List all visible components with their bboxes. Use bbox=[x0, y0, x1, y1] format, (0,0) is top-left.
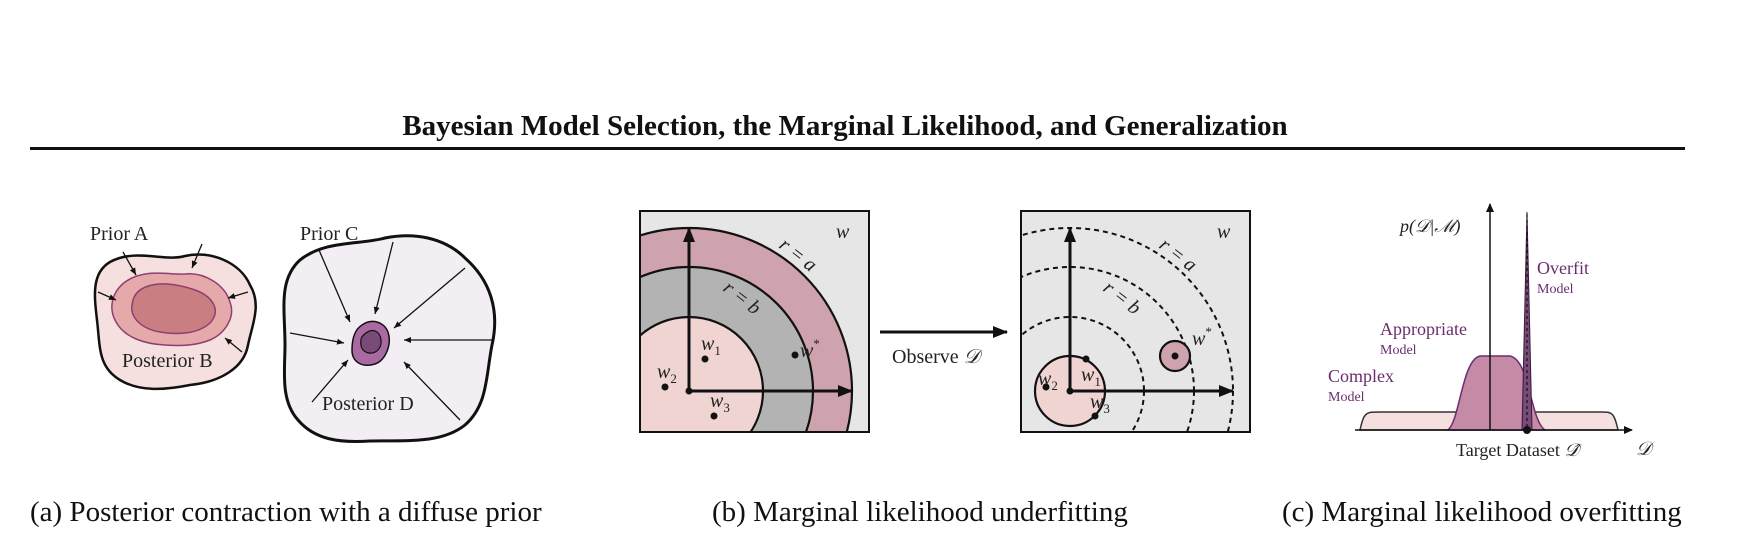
w1-label: w1 bbox=[701, 333, 721, 358]
panel-c: p(𝒟|ℳ) 𝒟 Target Dataset 𝒟̂ Overfit Model… bbox=[1328, 203, 1655, 460]
figure-canvas: Prior A Posterior B Prior C Posterior D bbox=[90, 203, 1655, 460]
box-right-frame bbox=[1020, 210, 1251, 433]
target-point bbox=[1523, 426, 1531, 434]
y-axis-label: p(𝒟|ℳ) bbox=[1398, 216, 1460, 237]
complex-model-label: Model bbox=[1328, 390, 1365, 405]
point-w2 bbox=[661, 383, 669, 391]
point-w2-right bbox=[1042, 383, 1050, 391]
box-left-frame bbox=[639, 210, 870, 433]
observe-symbol: 𝒟 bbox=[964, 346, 984, 368]
x-axis-symbol: 𝒟 bbox=[1636, 439, 1655, 460]
w2-label-right: w2 bbox=[1038, 368, 1058, 393]
w1-label-right: w1 bbox=[1081, 364, 1101, 389]
posterior-b-label: Posterior B bbox=[122, 350, 213, 372]
page-title: Bayesian Model Selection, the Marginal L… bbox=[402, 110, 1288, 142]
overfit-model-label: Model bbox=[1537, 282, 1574, 297]
appropriate-model-curve bbox=[1445, 355, 1548, 431]
caption-a: (a) Posterior contraction with a diffuse… bbox=[30, 496, 542, 528]
panel-b-before: w r = a r = b w1 w2 w3 w* bbox=[639, 210, 870, 433]
posterior-d-label: Posterior D bbox=[322, 393, 414, 415]
panel-b-after: w r = a r = b w1 w2 w3 w* bbox=[1020, 210, 1251, 433]
observe-arrow: Observe 𝒟 bbox=[880, 326, 1008, 368]
target-dataset-label: Target Dataset 𝒟̂ bbox=[1456, 440, 1582, 460]
point-w3-right bbox=[1091, 412, 1099, 420]
appropriate-label: Appropriate bbox=[1380, 319, 1467, 339]
posterior-d-inner bbox=[360, 330, 382, 354]
title-rule bbox=[30, 147, 1685, 150]
w3-label: w3 bbox=[710, 390, 730, 415]
complex-label: Complex bbox=[1328, 366, 1394, 386]
w2-label: w2 bbox=[657, 361, 677, 386]
appropriate-model-label: Model bbox=[1380, 343, 1417, 358]
observe-label: Observe bbox=[892, 346, 959, 368]
prior-c-label: Prior C bbox=[300, 223, 358, 245]
point-wstar bbox=[791, 351, 799, 359]
w-label-right: w bbox=[1217, 221, 1231, 243]
point-w1 bbox=[701, 355, 709, 363]
overfit-label: Overfit bbox=[1537, 258, 1589, 278]
point-w3 bbox=[710, 412, 718, 420]
point-w1-right bbox=[1082, 355, 1090, 363]
w-label: w bbox=[836, 221, 850, 243]
posterior-b-inner bbox=[131, 283, 216, 335]
point-wstar-right bbox=[1171, 352, 1179, 360]
wstar-label-right: w* bbox=[1192, 324, 1212, 350]
wstar-label: w* bbox=[800, 336, 820, 362]
prior-a-label: Prior A bbox=[90, 223, 149, 245]
svg-text:Observe 𝒟: Observe 𝒟 bbox=[892, 346, 984, 368]
caption-b: (b) Marginal likelihood underfitting bbox=[712, 496, 1128, 528]
caption-c: (c) Marginal likelihood overfitting bbox=[1282, 496, 1682, 528]
panel-a: Prior A Posterior B Prior C Posterior D bbox=[90, 223, 497, 444]
w3-label-right: w3 bbox=[1090, 391, 1110, 416]
